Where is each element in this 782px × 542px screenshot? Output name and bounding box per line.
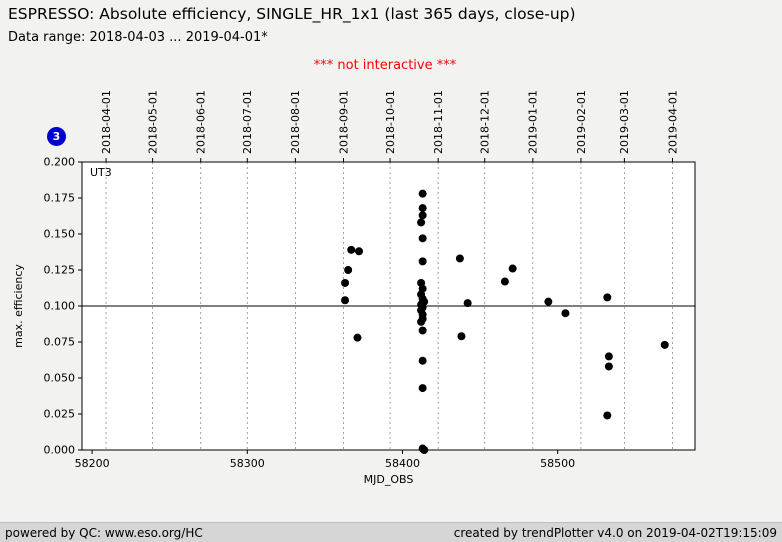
top-date-label: 2018-08-01: [289, 90, 302, 154]
not-interactive-notice: *** not interactive ***: [313, 58, 457, 73]
x-tick-label: 58300: [230, 457, 265, 470]
data-point: [418, 356, 427, 365]
x-tick-label: 58500: [540, 457, 575, 470]
data-point: [341, 296, 350, 305]
data-point: [604, 362, 613, 371]
y-tick-label: 0.175: [44, 192, 76, 205]
data-point: [418, 204, 427, 213]
plot-frame: [81, 161, 696, 451]
data-point: [341, 278, 350, 287]
top-date-label: 2019-02-01: [575, 90, 588, 154]
y-tick-label: 0.100: [44, 300, 76, 313]
data-point: [417, 218, 426, 227]
page-title: ESPRESSO: Absolute efficiency, SINGLE_HR…: [8, 5, 576, 23]
top-date-label: 2019-03-01: [618, 90, 631, 154]
y-tick-label: 0.025: [44, 408, 76, 421]
footer-bar: powered by QC: www.eso.org/HC created by…: [0, 522, 782, 542]
y-tick-label: 0.125: [44, 264, 76, 277]
data-point: [544, 297, 553, 306]
top-date-label: 2018-05-01: [146, 90, 159, 154]
top-date-label: 2018-10-01: [384, 90, 397, 154]
data-point: [508, 264, 517, 273]
data-point: [561, 309, 570, 318]
data-point: [418, 384, 427, 393]
y-tick-label: 0.150: [44, 228, 76, 241]
data-point: [455, 254, 464, 263]
x-axis-title: MJD_OBS: [364, 473, 414, 486]
data-point: [418, 234, 427, 243]
data-point: [418, 326, 427, 335]
top-date-label: 2019-01-01: [527, 90, 540, 154]
data-point: [418, 189, 427, 198]
top-date-label: 2018-09-01: [337, 90, 350, 154]
top-date-label: 2018-11-01: [432, 90, 445, 154]
data-point: [604, 352, 613, 361]
x-tick-label: 58400: [385, 457, 420, 470]
y-axis-title: max. efficiency: [12, 264, 25, 348]
data-point: [344, 266, 353, 274]
y-tick-label: 0.050: [44, 372, 76, 385]
top-date-label: 2018-12-01: [479, 90, 492, 154]
top-date-label: 2019-04-01: [666, 90, 679, 154]
y-tick-label: 0.075: [44, 336, 76, 349]
efficiency-scatter-chart: 2018-04-01 2018-05-01 2018-06-01 2018-07-01…: [12, 90, 696, 486]
telescope-label: UT3: [90, 166, 112, 179]
data-point: [500, 277, 509, 286]
data-point: [457, 332, 466, 341]
data-point: [418, 211, 427, 220]
data-point: [603, 293, 612, 302]
data-point: [355, 247, 364, 256]
y-tick-label: 0.200: [44, 156, 76, 169]
top-date-label: 2018-06-01: [195, 90, 208, 154]
footer-created-by: created by trendPlotter v4.0 on 2019-04-…: [453, 525, 777, 540]
top-date-label: 2018-04-01: [100, 90, 113, 154]
data-range-subtitle: Data range: 2018-04-03 ... 2019-04-01*: [8, 30, 268, 45]
y-tick-label: 0.000: [44, 444, 76, 457]
top-date-label: 2018-07-01: [241, 90, 254, 154]
data-point: [418, 257, 427, 266]
data-point: [603, 411, 612, 420]
footer-powered-by: powered by QC: www.eso.org/HC: [5, 525, 203, 540]
data-point: [347, 245, 356, 254]
group-badge[interactable]: 3: [47, 127, 66, 146]
data-point: [463, 299, 472, 308]
data-point: [660, 340, 669, 349]
data-point: [353, 333, 362, 342]
data-point: [417, 317, 426, 326]
x-tick-label: 58200: [75, 457, 110, 470]
